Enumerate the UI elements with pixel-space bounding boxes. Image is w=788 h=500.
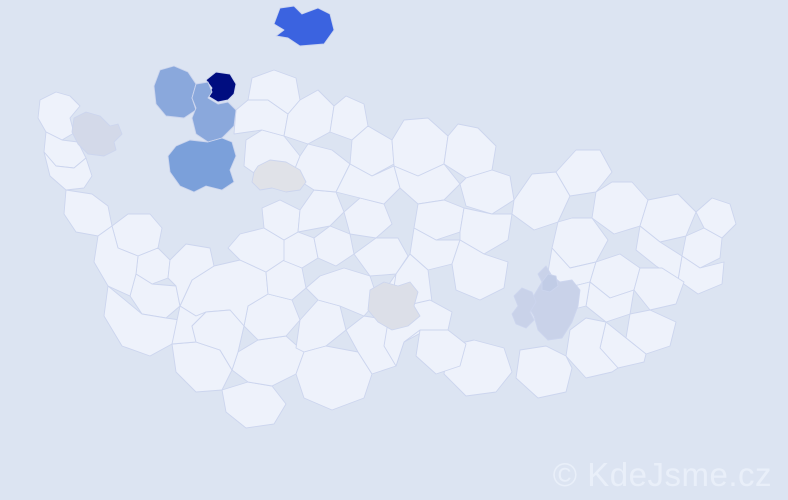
- district-ash[interactable]: [37, 91, 81, 141]
- district-brno-venkov-highlight[interactable]: [511, 287, 537, 329]
- district-nachod[interactable]: [443, 123, 497, 179]
- district-ceska-lipa-highlight[interactable]: [205, 71, 237, 103]
- district-jesenik[interactable]: [555, 149, 613, 197]
- district-tachov[interactable]: [63, 189, 113, 237]
- district-rokycany[interactable]: [167, 243, 215, 307]
- district-tabor[interactable]: [295, 299, 347, 353]
- district-louny-highlight[interactable]: [167, 137, 237, 193]
- district-cesky-krumlov[interactable]: [221, 381, 287, 429]
- district-nymburk[interactable]: [343, 197, 393, 239]
- district-sumperk[interactable]: [511, 171, 571, 231]
- district-havlickuv-brod-highlight[interactable]: [367, 281, 421, 331]
- district-svitavy[interactable]: [451, 239, 509, 301]
- district-mlada-boleslav[interactable]: [291, 143, 351, 193]
- districts-default-layer: [37, 69, 737, 429]
- district-usti-nad-orlici[interactable]: [459, 207, 513, 255]
- district-decin-sluknov-highlight[interactable]: [273, 5, 335, 47]
- district-karlovy-vary-highlight[interactable]: [71, 111, 123, 157]
- district-melnik[interactable]: [297, 189, 345, 233]
- district-kolin[interactable]: [353, 237, 409, 277]
- district-zdar-blansko-highlight[interactable]: [527, 265, 581, 341]
- districts-highlighted-layer: [71, 5, 581, 341]
- district-breclav[interactable]: [515, 345, 573, 399]
- district-jicin[interactable]: [335, 163, 401, 205]
- district-chomutov-highlight[interactable]: [153, 65, 197, 119]
- district-karvina[interactable]: [695, 197, 737, 239]
- district-plzen-jih[interactable]: [129, 273, 181, 319]
- district-most-teplice-highlight[interactable]: [191, 81, 237, 143]
- district-rakovnik-highlight[interactable]: [251, 159, 307, 193]
- district-ceske-budejovice[interactable]: [231, 335, 305, 387]
- district-liberec[interactable]: [283, 89, 335, 145]
- district-rychnov[interactable]: [459, 169, 515, 215]
- district-cheb[interactable]: [43, 151, 93, 191]
- watermark-kdejsme: © KdeJsme.cz: [552, 456, 772, 493]
- district-domazlice[interactable]: [93, 225, 139, 297]
- district-hodonin[interactable]: [565, 317, 619, 379]
- district-blansko-highlight[interactable]: [541, 273, 559, 293]
- district-praha-vychod[interactable]: [313, 225, 355, 267]
- district-filler-b[interactable]: [191, 309, 245, 371]
- district-ceska-lipa-south[interactable]: [247, 69, 301, 115]
